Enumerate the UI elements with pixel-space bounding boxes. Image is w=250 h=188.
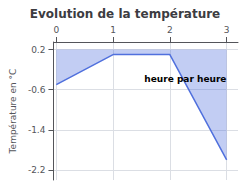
svg-text:-0.6: -0.6 xyxy=(28,85,46,95)
svg-text:2: 2 xyxy=(167,25,173,35)
svg-text:0: 0 xyxy=(53,25,59,35)
svg-text:Température en °C: Température en °C xyxy=(8,69,18,155)
svg-text:heure par heure: heure par heure xyxy=(144,74,226,84)
svg-text:-2.2: -2.2 xyxy=(28,165,46,175)
svg-text:Evolution de la température: Evolution de la température xyxy=(30,7,221,21)
svg-text:3: 3 xyxy=(224,25,230,35)
svg-text:1: 1 xyxy=(110,25,116,35)
svg-text:0.2: 0.2 xyxy=(31,45,45,55)
svg-text:-1.4: -1.4 xyxy=(28,125,46,135)
